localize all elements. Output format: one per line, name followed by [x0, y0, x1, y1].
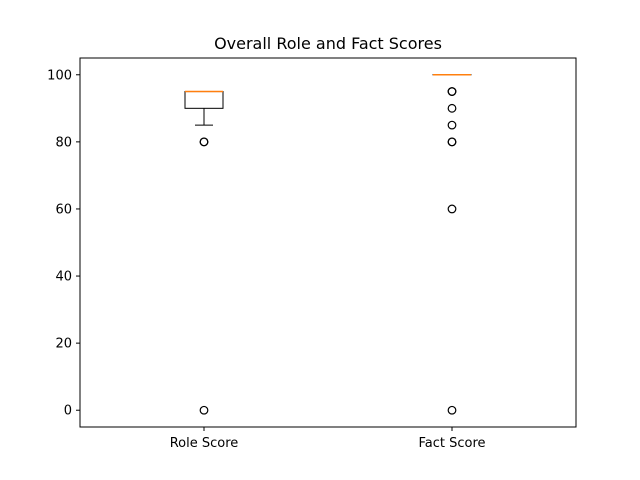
- y-tick-label: 40: [55, 270, 72, 285]
- x-axis: Role Score Fact Score: [170, 427, 486, 451]
- box-group: [184, 90, 224, 415]
- y-tick-label: 0: [64, 404, 72, 419]
- outlier-point: [447, 87, 457, 96]
- outlier-point: [447, 120, 457, 130]
- outlier-point: [447, 204, 457, 214]
- outlier-point: [447, 137, 457, 147]
- x-tick-label: Fact Score: [418, 436, 485, 451]
- y-tick-label: 100: [47, 68, 72, 83]
- plot-frame: [79, 57, 577, 428]
- outlier-point: [447, 103, 457, 113]
- y-tick-label: 80: [55, 135, 72, 150]
- x-tick-label: Role Score: [170, 436, 239, 451]
- outlier-point: [447, 405, 457, 415]
- box-iqr: [184, 91, 224, 109]
- outlier-point: [199, 137, 209, 147]
- boxes: [184, 74, 472, 415]
- y-axis: 0 20 40 60 80 100: [47, 68, 80, 419]
- box-group: [432, 74, 472, 415]
- y-tick-label: 20: [55, 337, 72, 352]
- chart-title: Overall Role and Fact Scores: [214, 34, 442, 53]
- outlier-point: [199, 405, 209, 415]
- y-tick-label: 60: [55, 202, 72, 217]
